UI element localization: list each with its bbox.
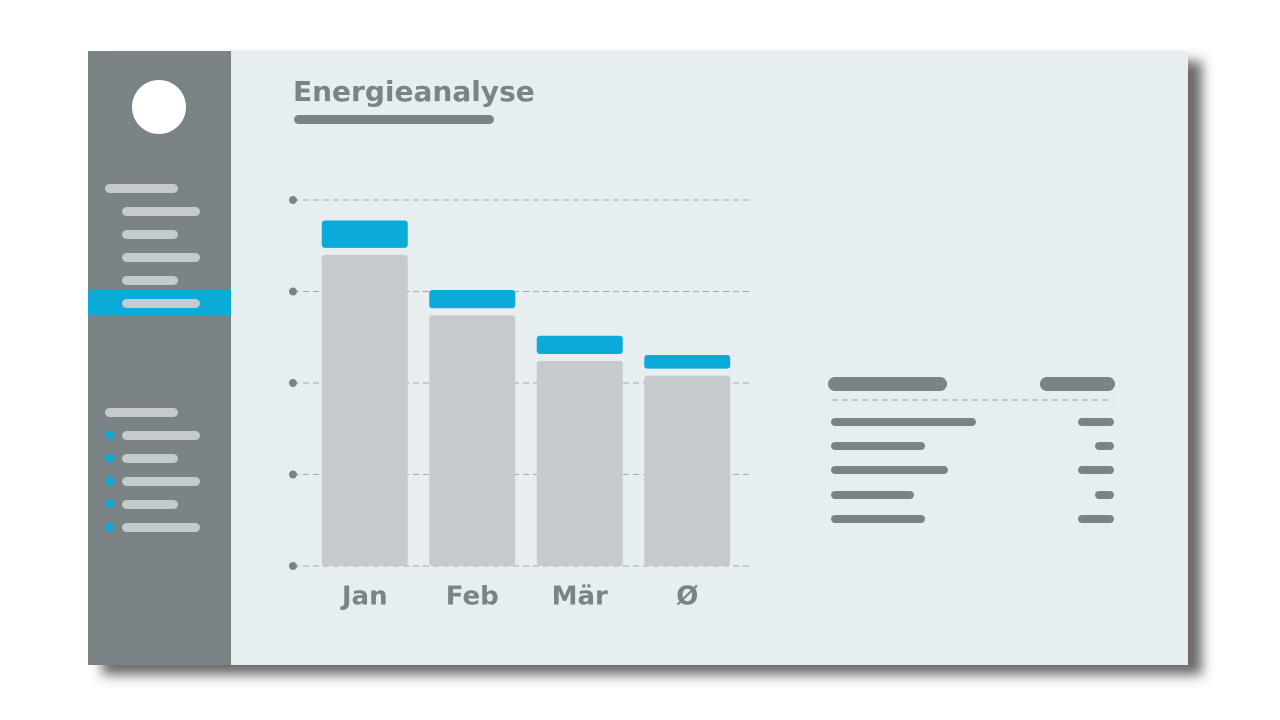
bar-segment <box>321 254 408 566</box>
bar-segment <box>536 361 623 566</box>
menu-item[interactable] <box>122 253 200 262</box>
bar-segment <box>429 315 516 566</box>
menu-item[interactable] <box>122 230 178 239</box>
sidebar <box>88 51 231 665</box>
menu-item[interactable] <box>122 207 200 216</box>
window <box>88 51 1188 665</box>
chart: Jan Feb Mär Ø <box>289 196 752 612</box>
menu-item[interactable] <box>122 276 178 285</box>
tick-dot <box>289 196 297 204</box>
tick-dot <box>289 562 297 570</box>
x-tick-label: Jan <box>340 582 388 612</box>
x-tick-label: Feb <box>446 582 499 612</box>
bar-segment <box>536 335 623 355</box>
tick-dot <box>289 287 297 296</box>
bar-segment <box>644 354 731 369</box>
tick-dot <box>289 470 297 479</box>
x-tick-label: Ø <box>676 582 698 612</box>
bar-segment <box>644 375 731 566</box>
x-tick-label: Mär <box>552 582 608 612</box>
side-table <box>828 377 1115 523</box>
bar-segment <box>321 220 408 248</box>
title: Energieanalyse <box>293 75 535 108</box>
avatar <box>132 80 186 134</box>
bar-segment <box>429 289 516 309</box>
tick-dot <box>289 379 297 387</box>
title-underline <box>294 115 494 124</box>
